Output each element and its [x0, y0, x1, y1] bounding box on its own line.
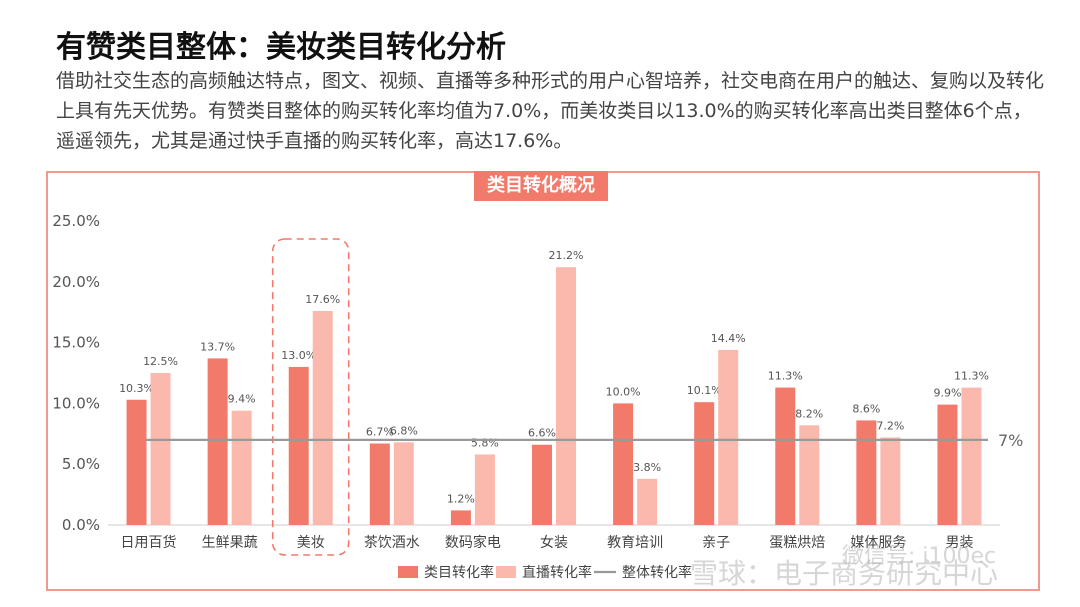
bar-data-label: 9.4% — [228, 393, 256, 406]
bar-data-label: 11.3% — [768, 370, 803, 383]
x-tick-label: 蛋糕烘焙 — [769, 535, 825, 551]
reference-line-label: 7% — [998, 431, 1023, 450]
bar-data-label: 11.3% — [954, 370, 989, 383]
bar-category-rate — [450, 510, 471, 525]
bar-category-rate — [775, 387, 796, 525]
bar-data-label: 1.2% — [447, 492, 475, 505]
chart-title: 类目转化概况 — [474, 171, 608, 201]
y-tick-label: 5.0% — [62, 455, 100, 473]
bar-category-rate — [856, 420, 877, 525]
bar-data-label: 6.8% — [390, 424, 418, 437]
x-tick-label: 媒体服务 — [850, 535, 906, 551]
bar-data-label: 13.7% — [200, 340, 235, 353]
bar-data-label: 10.0% — [606, 385, 641, 398]
x-tick-label: 亲子 — [702, 535, 730, 551]
bar-live-rate — [474, 454, 495, 525]
x-tick-label: 日用百货 — [121, 534, 177, 551]
y-tick-label: 25.0% — [52, 212, 100, 230]
bar-data-label: 3.8% — [633, 461, 661, 474]
y-tick-label: 10.0% — [52, 394, 100, 412]
bar-data-label: 10.3% — [119, 382, 154, 395]
x-tick-label: 教育培训 — [607, 535, 663, 551]
bar-live-rate — [312, 310, 333, 525]
bar-live-rate — [393, 442, 414, 525]
bar-live-rate — [637, 478, 658, 525]
bar-category-rate — [937, 404, 958, 525]
bar-live-rate — [718, 349, 739, 525]
bar-data-label: 14.4% — [711, 332, 746, 345]
bar-category-rate — [369, 443, 390, 525]
bar-data-label: 6.7% — [366, 426, 394, 439]
bar-category-rate — [694, 402, 715, 525]
x-tick-label: 生鲜果蔬 — [202, 535, 258, 551]
bar-live-rate — [231, 410, 252, 525]
bar-data-label: 13.0% — [281, 349, 316, 362]
bar-data-label: 9.9% — [933, 387, 961, 400]
bar-category-rate — [207, 358, 228, 525]
y-tick-label: 0.0% — [62, 516, 100, 534]
bar-data-label: 17.6% — [305, 293, 340, 306]
bar-live-rate — [799, 425, 820, 525]
bar-data-label: 6.6% — [528, 427, 556, 440]
legend-label: 整体转化率 — [622, 564, 692, 581]
x-tick-label: 数码家电 — [445, 534, 501, 551]
intro-paragraph: 借助社交生态的高频触达特点，图文、视频、直播等多种形式的用户心智培养，社交电商在… — [56, 70, 1045, 152]
bar-data-label: 7.2% — [876, 419, 904, 432]
page-title: 有赞类目整体：美妆类目转化分析 — [56, 30, 506, 65]
x-tick-label: 美妆 — [297, 535, 325, 551]
bar-category-rate — [126, 399, 147, 525]
bar-data-label: 10.1% — [687, 384, 722, 397]
bar-live-rate — [961, 387, 982, 525]
bar-data-label: 8.6% — [852, 402, 880, 415]
highlight-box — [271, 238, 350, 556]
y-tick-label: 15.0% — [52, 334, 100, 352]
legend-swatch — [398, 566, 418, 578]
bar-data-label: 8.2% — [795, 407, 823, 420]
legend-swatch — [496, 566, 516, 578]
x-tick-label: 茶饮酒水 — [364, 535, 420, 551]
x-tick-label: 女装 — [540, 534, 568, 551]
legend-label: 类目转化率 — [424, 564, 494, 581]
bar-data-label: 21.2% — [549, 249, 584, 262]
x-tick-label: 男装 — [945, 535, 973, 551]
bar-data-label: 12.5% — [143, 355, 178, 368]
bar-live-rate — [150, 373, 171, 525]
y-tick-label: 20.0% — [52, 273, 100, 291]
bar-category-rate — [613, 403, 634, 525]
bar-live-rate — [556, 267, 576, 525]
legend-label: 直播转化率 — [522, 564, 592, 581]
bar-category-rate — [532, 444, 552, 525]
bar-category-rate — [288, 366, 309, 525]
bar-data-label: 5.8% — [471, 436, 499, 449]
bar-live-rate — [880, 437, 901, 525]
